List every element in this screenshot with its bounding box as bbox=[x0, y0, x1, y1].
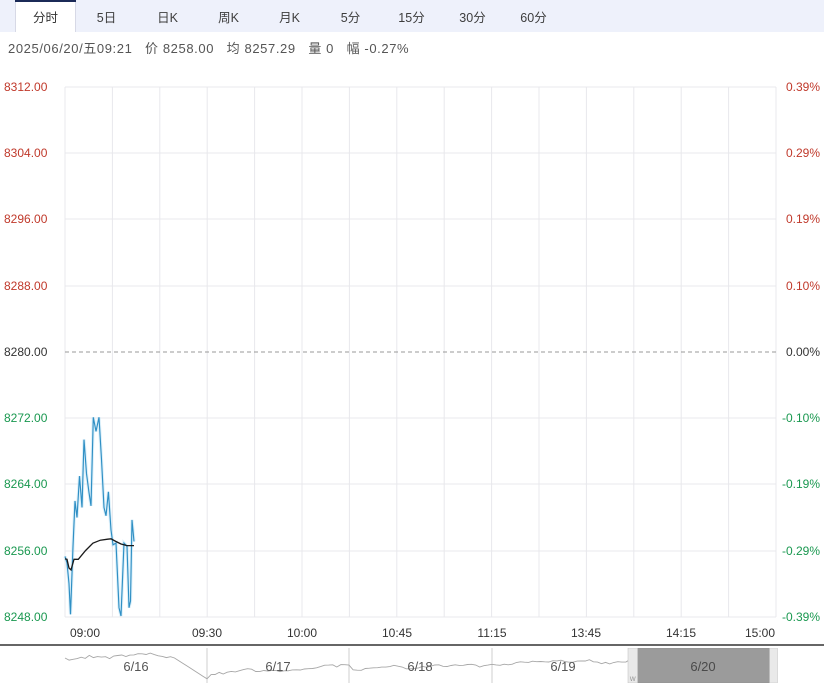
svg-text:0.00%: 0.00% bbox=[786, 345, 820, 359]
svg-text:8256.00: 8256.00 bbox=[4, 544, 48, 558]
svg-text:6/20: 6/20 bbox=[690, 659, 715, 674]
svg-text:14:15: 14:15 bbox=[666, 626, 696, 640]
svg-text:-0.19%: -0.19% bbox=[782, 477, 820, 491]
svg-text:0.10%: 0.10% bbox=[786, 279, 820, 293]
svg-text:0.29%: 0.29% bbox=[786, 146, 820, 160]
svg-text:10:45: 10:45 bbox=[382, 626, 412, 640]
svg-text:8248.00: 8248.00 bbox=[4, 610, 48, 624]
svg-text:0.19%: 0.19% bbox=[786, 212, 820, 226]
svg-text:6/18: 6/18 bbox=[407, 659, 432, 674]
svg-text:8264.00: 8264.00 bbox=[4, 477, 48, 491]
svg-text:-0.29%: -0.29% bbox=[782, 544, 820, 558]
svg-text:6/17: 6/17 bbox=[265, 659, 290, 674]
svg-text:8288.00: 8288.00 bbox=[4, 279, 48, 293]
svg-text:w: w bbox=[629, 674, 636, 683]
svg-text:09:00: 09:00 bbox=[70, 626, 100, 640]
svg-text:8312.00: 8312.00 bbox=[4, 80, 48, 94]
svg-text:6/16: 6/16 bbox=[123, 659, 148, 674]
svg-text:8304.00: 8304.00 bbox=[4, 146, 48, 160]
svg-text:8280.00: 8280.00 bbox=[4, 345, 48, 359]
svg-text:10:00: 10:00 bbox=[287, 626, 317, 640]
svg-text:11:15: 11:15 bbox=[477, 626, 506, 640]
svg-text:-0.39%: -0.39% bbox=[782, 610, 820, 624]
svg-text:8296.00: 8296.00 bbox=[4, 212, 48, 226]
svg-text:09:30: 09:30 bbox=[192, 626, 222, 640]
svg-text:8272.00: 8272.00 bbox=[4, 411, 48, 425]
svg-text:15:00: 15:00 bbox=[745, 626, 775, 640]
svg-text:-0.10%: -0.10% bbox=[782, 411, 820, 425]
svg-text:6/19: 6/19 bbox=[550, 659, 575, 674]
svg-text:0.39%: 0.39% bbox=[786, 80, 820, 94]
svg-text:13:45: 13:45 bbox=[571, 626, 601, 640]
